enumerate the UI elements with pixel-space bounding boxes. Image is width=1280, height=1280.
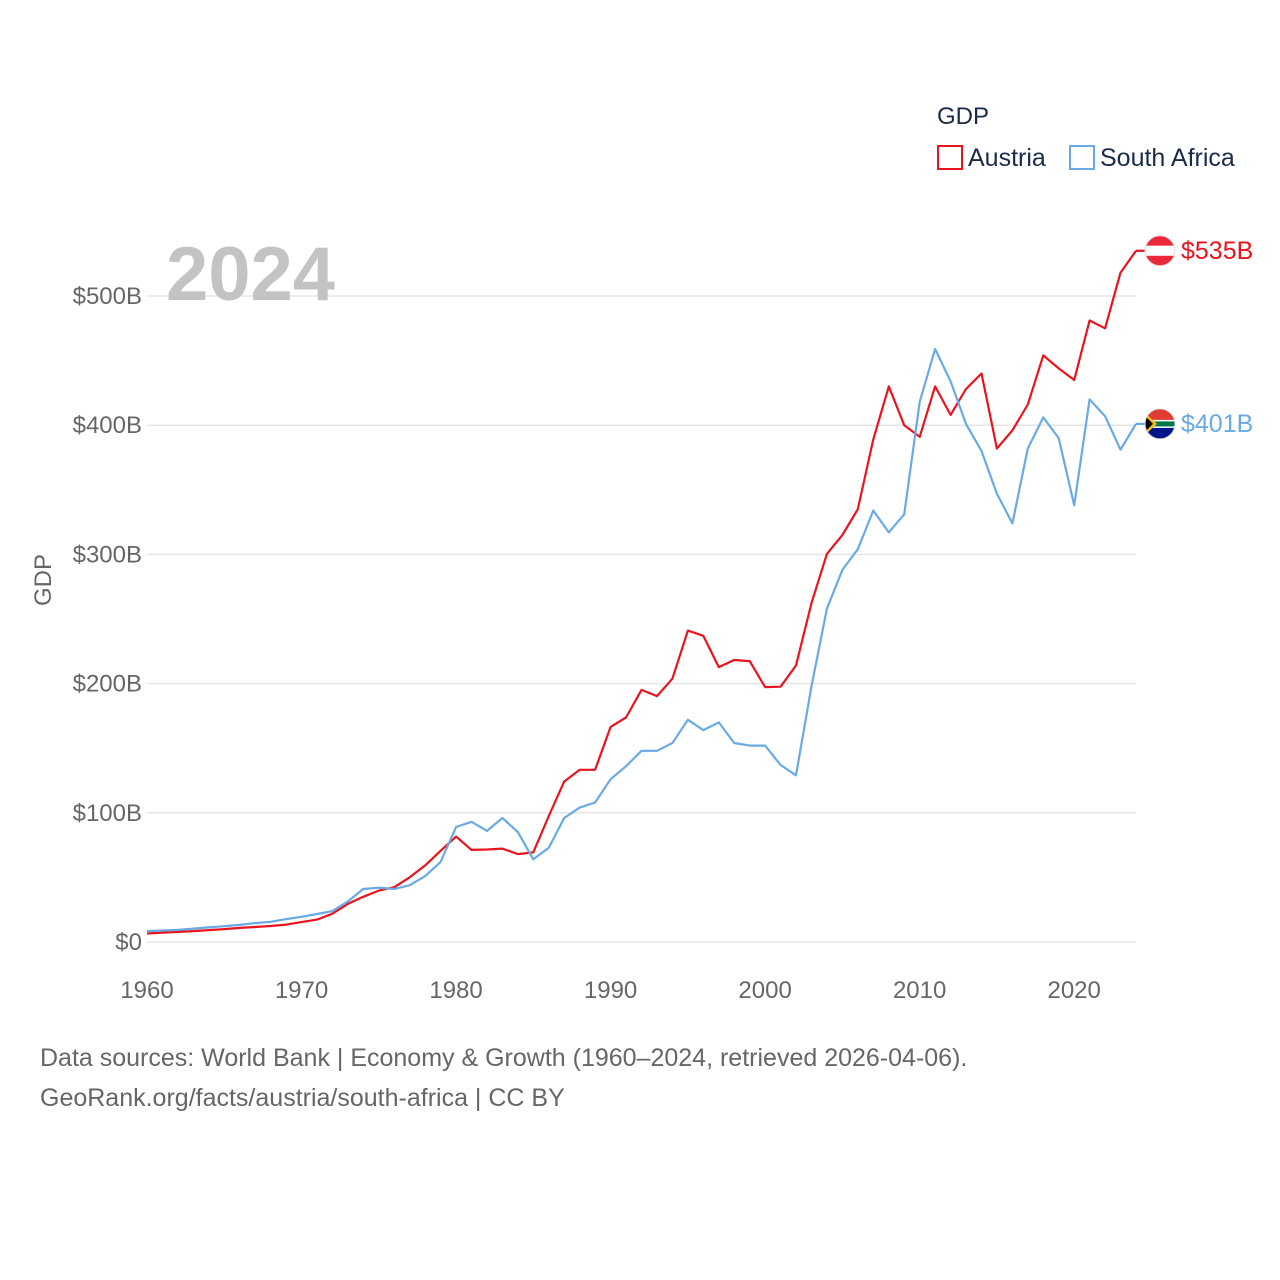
y-tick-label: $300B [73,541,142,568]
austria-flag-icon [1144,235,1176,267]
x-tick-label: 2020 [1047,977,1100,1004]
year-watermark: 2024 [166,232,335,317]
legend-label-south-africa[interactable]: South Africa [1100,144,1235,172]
legend: GDP Austria South Africa [937,103,1235,172]
x-tick-label: 1970 [275,977,328,1004]
legend-title: GDP [937,103,989,130]
y-tick-label: $100B [73,800,142,827]
x-axis-ticks: 1960 1970 1980 1990 2000 2010 2020 [120,977,1101,1004]
y-axis-ticks: $0 $100B $200B $300B $400B $500B [73,283,142,956]
y-axis-label: GDP [30,554,57,606]
y-tick-label: $500B [73,283,142,310]
end-value-label-south-africa: $401B [1181,410,1253,438]
series-end-markers: $535B $401B [1136,235,1253,440]
gridlines [147,295,1136,943]
end-value-label-austria: $535B [1181,237,1253,265]
series-lines [146,250,1137,935]
legend-swatch-austria[interactable] [937,145,963,170]
y-tick-label: $200B [73,671,142,698]
series-line-south-africa [146,347,1137,933]
x-tick-label: 1960 [120,977,173,1004]
legend-label-austria[interactable]: Austria [968,144,1046,172]
south-africa-flag-icon [1144,408,1176,440]
series-line-austria [146,250,1137,935]
y-tick-label: $400B [73,412,142,439]
y-tick-label: $0 [115,929,142,956]
x-tick-label: 1990 [584,977,637,1004]
source-line-1: Data sources: World Bank | Economy & Gro… [40,1044,968,1072]
x-tick-label: 2010 [893,977,946,1004]
source-line-2: GeoRank.org/facts/austria/south-africa |… [40,1084,565,1112]
x-tick-label: 2000 [738,977,791,1004]
x-tick-label: 1980 [429,977,482,1004]
legend-swatch-south-africa[interactable] [1069,145,1095,170]
